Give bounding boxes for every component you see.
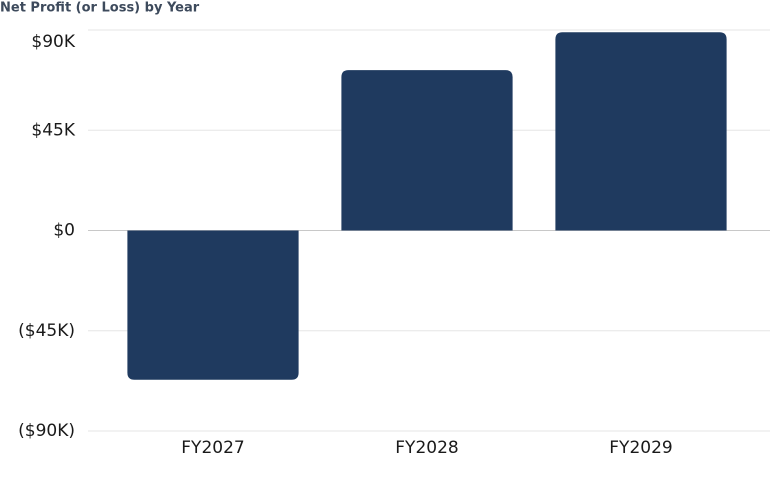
y-tick-label: $45K — [31, 120, 75, 140]
y-tick-label: $0 — [53, 221, 75, 241]
y-tick-label: ($90K) — [18, 421, 75, 441]
x-tick-label: FY2028 — [395, 438, 458, 458]
y-tick-label: $90K — [31, 32, 75, 52]
bar — [127, 230, 299, 380]
bar — [555, 32, 727, 231]
chart-title: Net Profit (or Loss) by Year — [0, 1, 200, 16]
x-tick-label: FY2029 — [609, 438, 672, 458]
y-tick-label: ($45K) — [18, 321, 75, 341]
x-tick-label: FY2027 — [181, 438, 244, 458]
bar — [341, 70, 513, 231]
